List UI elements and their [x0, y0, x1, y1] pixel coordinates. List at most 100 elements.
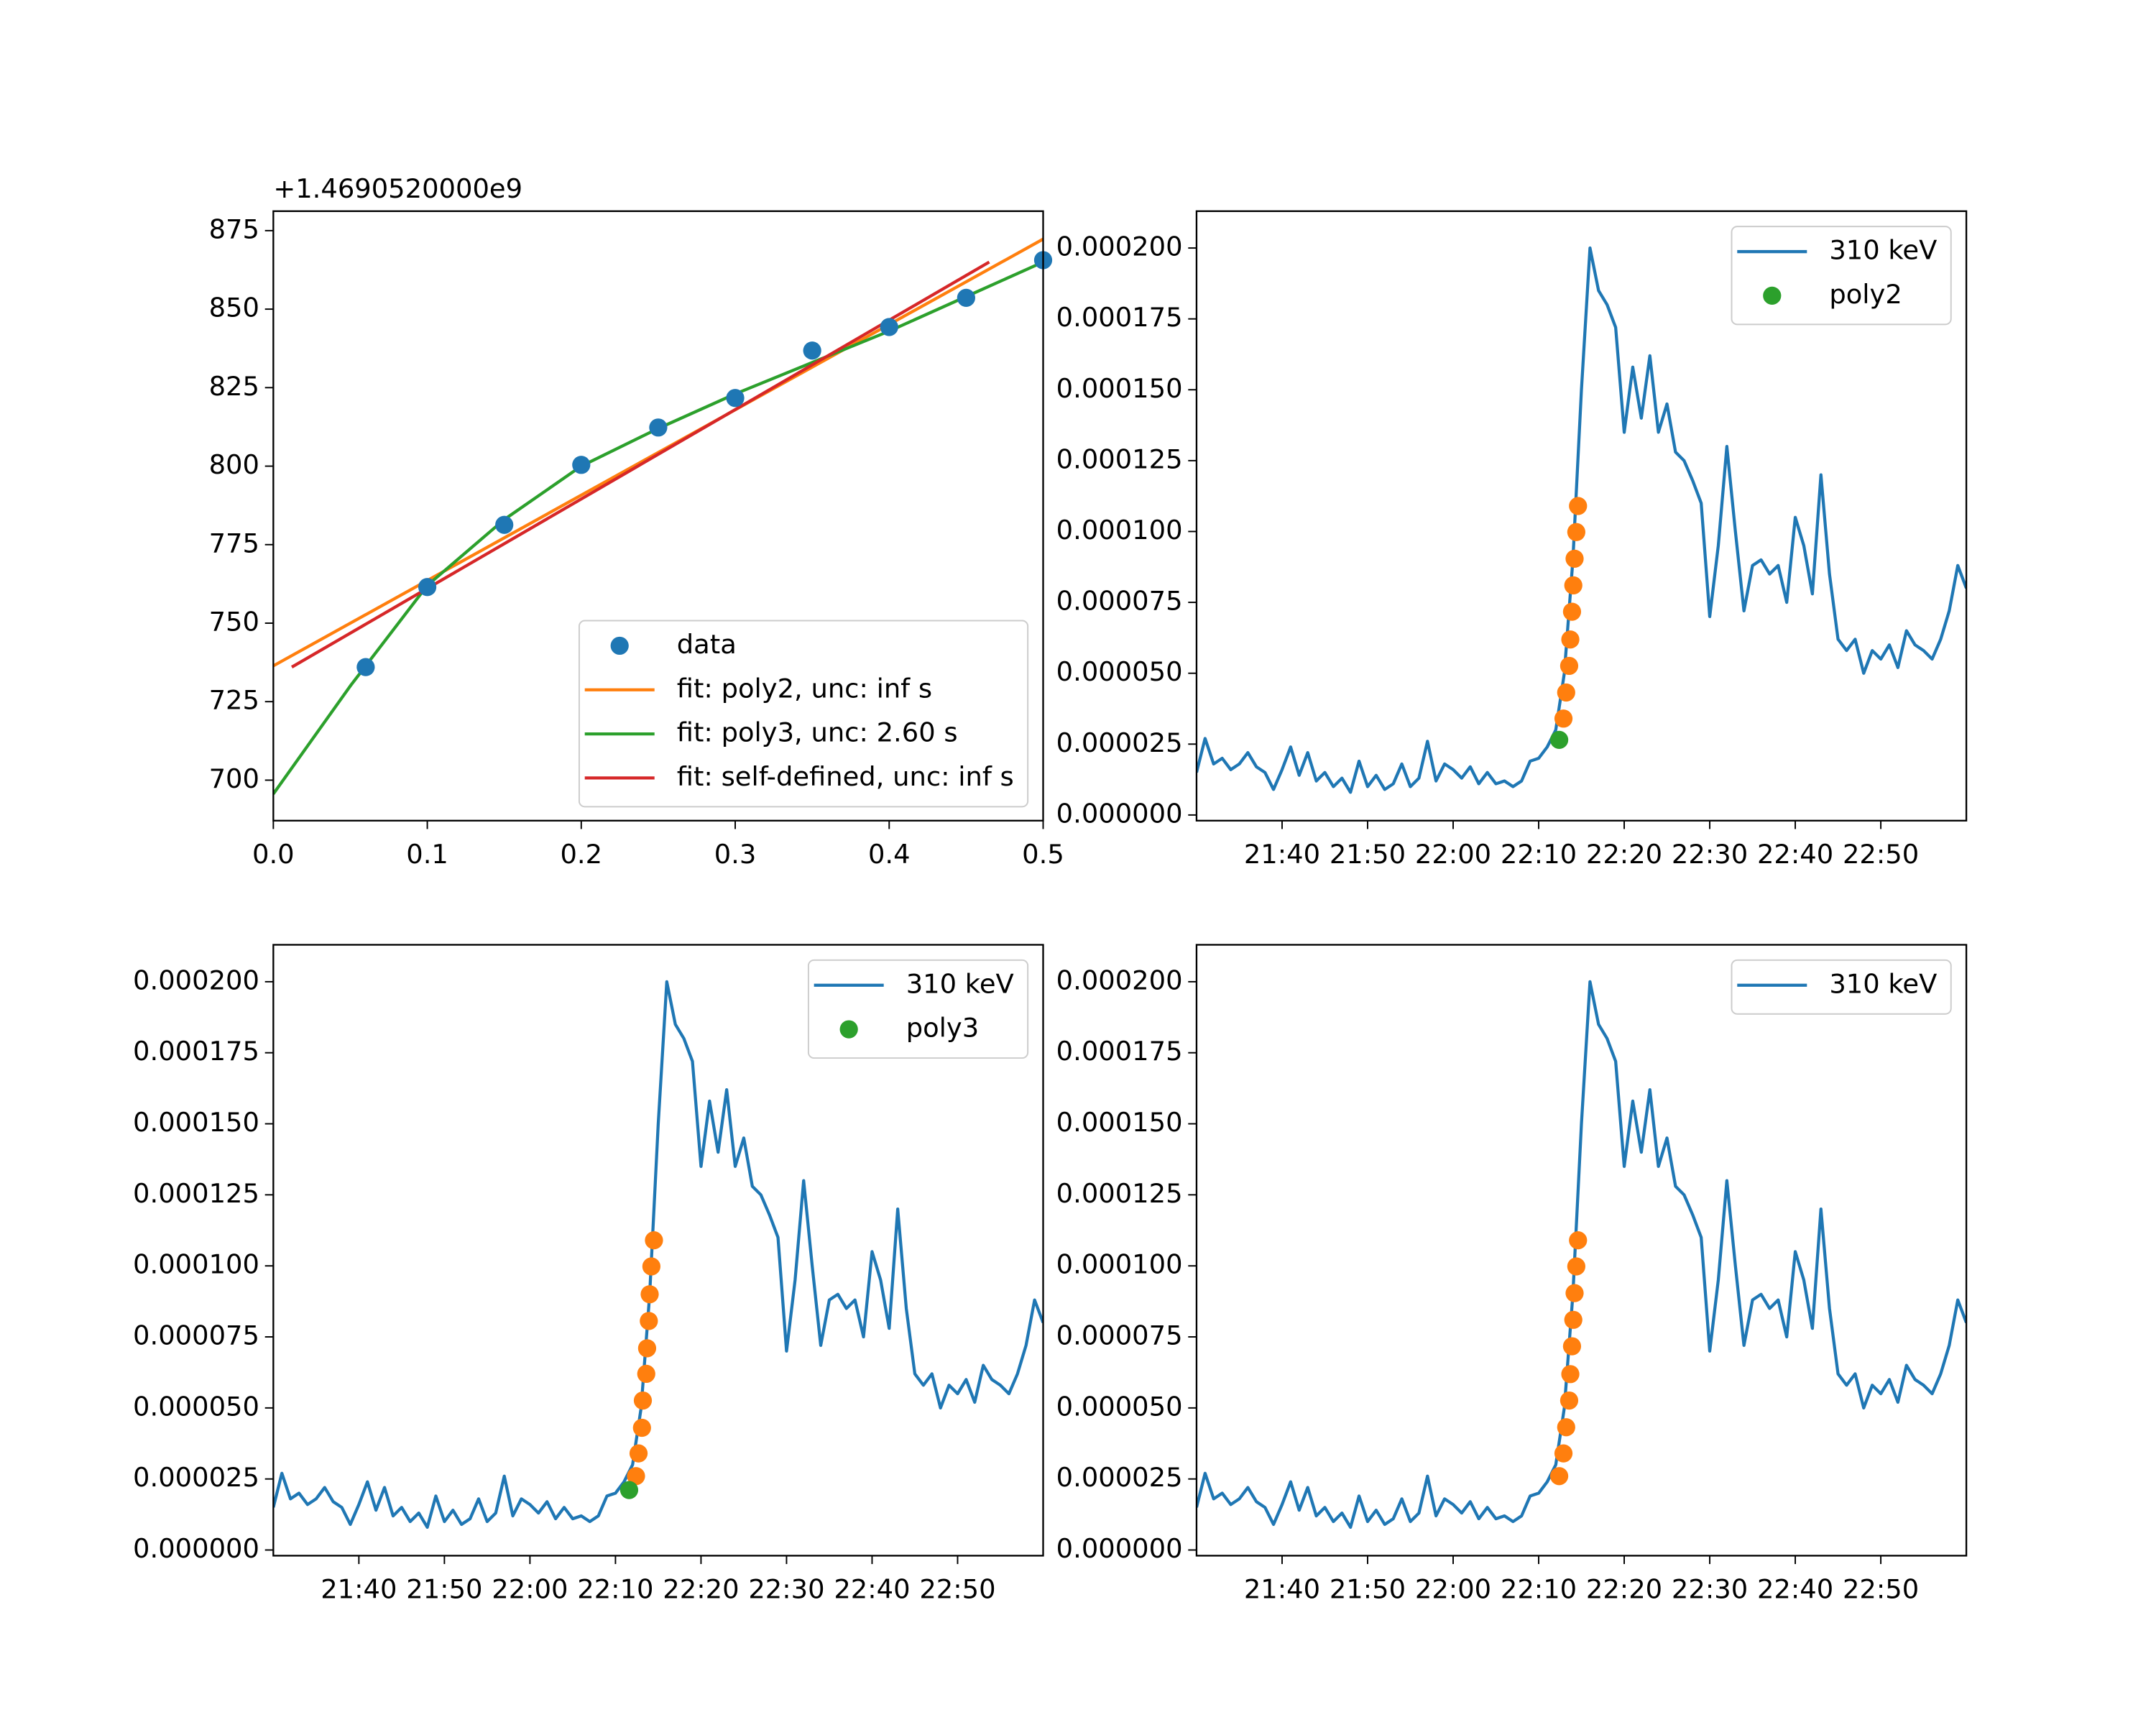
y-tick-label: 0.000025	[1056, 1462, 1183, 1493]
y-tick-label: 0.000050	[1056, 1391, 1183, 1422]
legend-label: poly2	[1829, 279, 1902, 310]
x-tick-label: 22:40	[834, 1573, 910, 1604]
x-tick-label: 22:20	[1586, 839, 1662, 870]
y-tick-label: 700	[209, 763, 259, 794]
markers	[356, 251, 1053, 676]
point	[649, 418, 668, 437]
point	[1565, 1284, 1584, 1302]
point	[627, 1467, 645, 1486]
x-tick-label: 22:50	[1843, 839, 1919, 870]
x-tick-label: 22:20	[1586, 1573, 1662, 1604]
point	[637, 1364, 655, 1384]
point	[1560, 1391, 1579, 1410]
x-tick-label: 21:40	[321, 1573, 397, 1604]
x-tick-label: 21:40	[1244, 839, 1320, 870]
x-tick-label: 22:40	[1757, 839, 1833, 870]
point	[1561, 1365, 1580, 1384]
legend: data fit: poly2, unc: inf s fit: poly3, un…	[578, 620, 1029, 808]
x-tick-label: 22:30	[1672, 839, 1748, 870]
legend: 310 keV poly3	[807, 959, 1029, 1059]
point	[803, 341, 821, 360]
line	[290, 260, 990, 669]
x-tick-label: 22:00	[492, 1573, 568, 1604]
line	[273, 237, 1044, 668]
point	[495, 515, 514, 534]
y-tick-label: 0.000125	[133, 1178, 259, 1209]
point	[1565, 549, 1584, 568]
line	[1196, 980, 1967, 1530]
x-tick-label: 21:40	[1244, 1573, 1320, 1604]
x-tick-label: 22:10	[1501, 839, 1577, 870]
point	[1554, 709, 1573, 728]
y-tick-label: 850	[209, 293, 259, 323]
x-tick-label: 0.2	[560, 839, 602, 870]
y-tick-label: 0.000075	[133, 1320, 259, 1351]
legend-label: poly3	[906, 1013, 979, 1044]
plot-area	[1196, 980, 1967, 1530]
y-tick-label: 0.000125	[1056, 1178, 1183, 1209]
y-tick-label: 0.000075	[1056, 1320, 1183, 1351]
y-tick-label: 0.000175	[1056, 302, 1183, 333]
y-tick-label: 725	[209, 685, 259, 716]
x-tick-label: 22:10	[577, 1573, 653, 1604]
plot-area	[273, 980, 1044, 1530]
subplot: 0.000000 0.000025 0.000050 0.000075 0.000100…	[1056, 944, 1968, 1604]
legend-frame	[1731, 959, 1952, 1015]
legend-marker	[1763, 286, 1782, 305]
point	[640, 1285, 659, 1304]
y-tick-label: 0.000175	[133, 1036, 259, 1067]
y-tick-label: 0.000150	[1056, 1107, 1183, 1138]
legend-marker	[839, 1020, 858, 1039]
subplot: 0.000000 0.000025 0.000050 0.000075 0.000100…	[133, 944, 1044, 1604]
legend-label: 310 keV	[1829, 235, 1937, 266]
y-tick-label: 0.000075	[1056, 586, 1183, 617]
y-tick-label: 0.000025	[1056, 727, 1183, 758]
axes-frame	[1195, 210, 1968, 822]
x-tick-label: 22:40	[1757, 1573, 1833, 1604]
x-tick-label: 0.0	[252, 839, 295, 870]
y-tick-label: 0.000000	[133, 1533, 259, 1564]
point	[645, 1231, 663, 1250]
markers	[619, 1231, 663, 1499]
legend-label: fit: self-defined, unc: inf s	[677, 761, 1014, 792]
y-tick-label: 0.000000	[1056, 1533, 1183, 1564]
y-tick-label: 825	[209, 371, 259, 402]
point	[1560, 656, 1579, 676]
y-tick-label: 775	[209, 528, 259, 558]
y-tick-label: 0.000150	[133, 1107, 259, 1138]
point	[1562, 1337, 1582, 1356]
plot-area	[1196, 246, 1967, 794]
y-tick-label: 0.000175	[1056, 1036, 1183, 1067]
x-tick-label: 22:50	[919, 1573, 995, 1604]
point	[642, 1257, 661, 1276]
x-tick-label: 22:00	[1415, 1573, 1491, 1604]
line	[273, 980, 1044, 1530]
x-tick-label: 22:50	[1843, 1573, 1919, 1604]
point	[1567, 523, 1585, 541]
legend-label: data	[677, 629, 737, 660]
legend-label: fit: poly3, unc: 2.60 s	[677, 717, 958, 748]
point	[1549, 730, 1569, 749]
point	[1554, 1444, 1573, 1463]
point	[1567, 1257, 1585, 1276]
point	[880, 318, 898, 336]
axes-frame	[272, 944, 1044, 1557]
point	[726, 389, 745, 408]
subplot: 0.000000 0.000025 0.000050 0.000075 0.000100…	[1056, 210, 1968, 870]
point	[637, 1339, 657, 1358]
offset-label: +1.4690520000e9	[273, 173, 522, 204]
y-tick-label: 0.000200	[1056, 965, 1183, 995]
legend: 310 keV poly2	[1731, 226, 1952, 326]
y-tick-label: 875	[209, 213, 259, 244]
point	[1562, 602, 1582, 621]
point	[619, 1481, 639, 1499]
y-tick-label: 0.000025	[133, 1462, 259, 1493]
point	[1569, 1231, 1588, 1250]
point	[632, 1418, 651, 1438]
subplot: 700 725 750 775 800 825 850 875 0.0 0.1 0.2 0.3 0.4 0…	[209, 173, 1064, 870]
point	[1557, 683, 1575, 702]
y-tick-label: 750	[209, 606, 259, 637]
point	[572, 456, 591, 474]
x-tick-label: 22:10	[1501, 1573, 1577, 1604]
